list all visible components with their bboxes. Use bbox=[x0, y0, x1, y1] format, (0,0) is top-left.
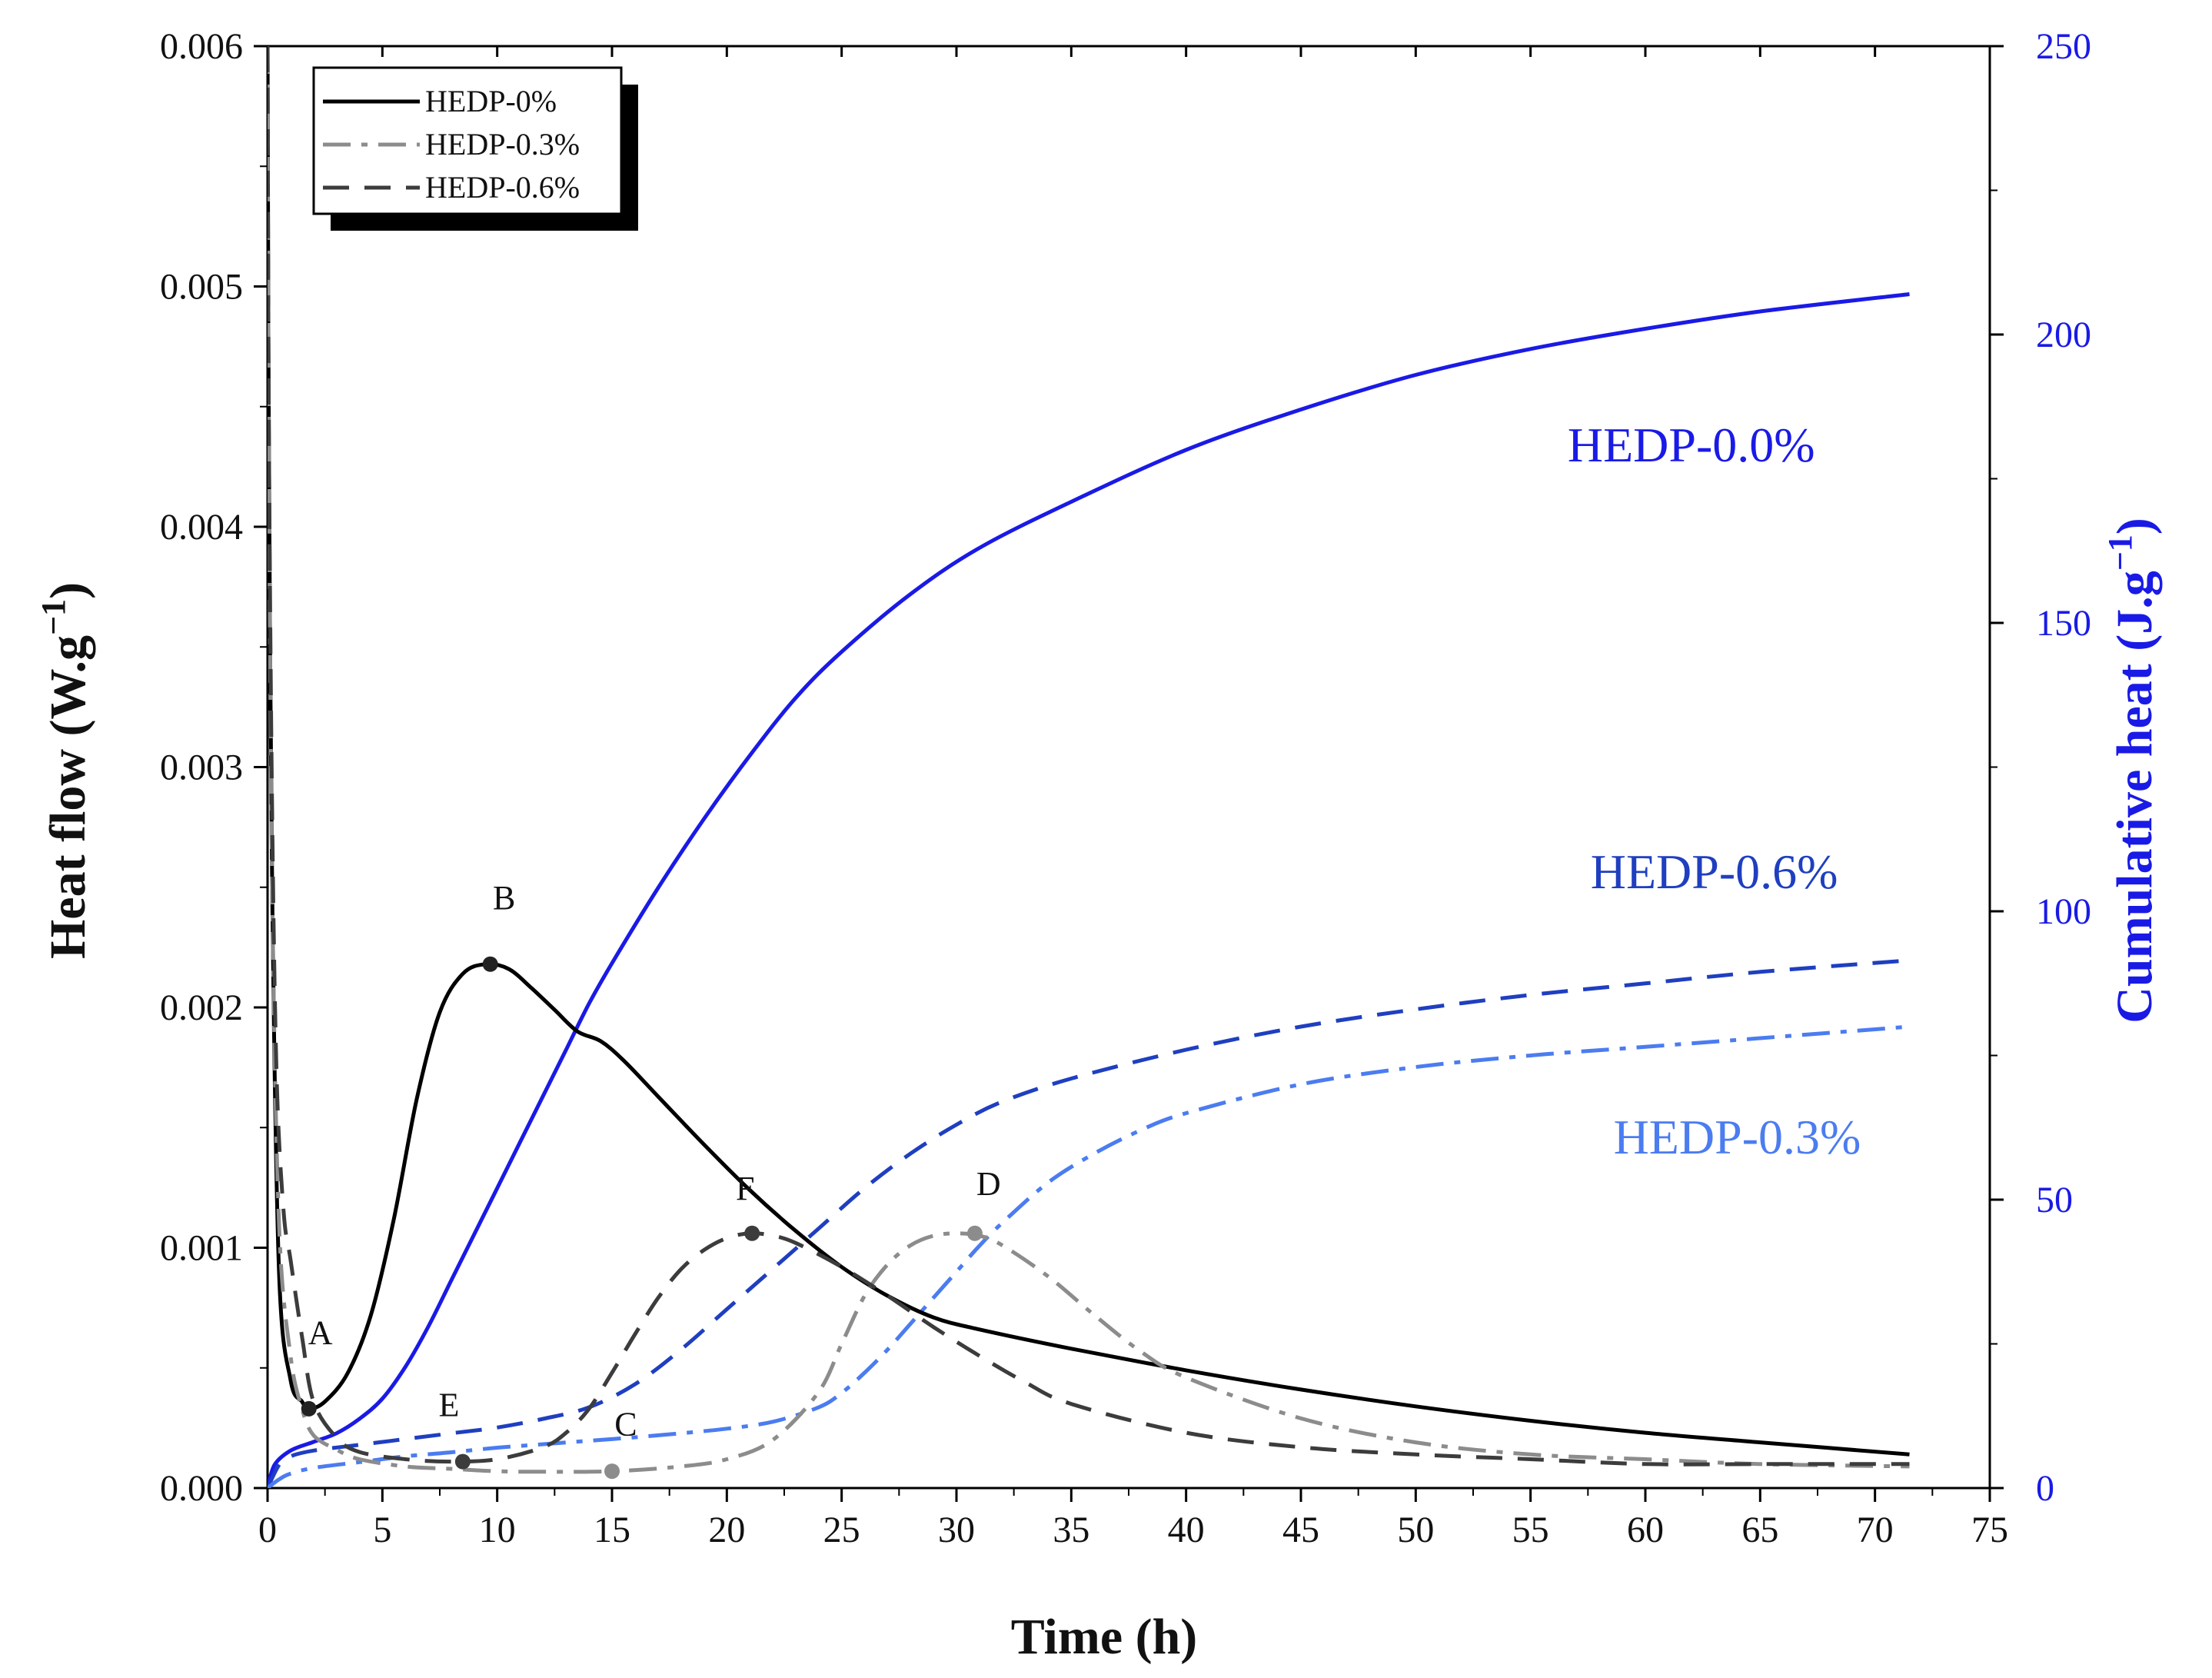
cumulative-line-hedp-0-0- bbox=[268, 292, 1910, 1488]
y-right-tick-label-150: 150 bbox=[2036, 603, 2091, 644]
x-tick-label-35: 35 bbox=[1053, 1510, 1089, 1550]
x-tick-label-30: 30 bbox=[938, 1510, 975, 1550]
legend-label-hedp-0-3-: HEDP-0.3% bbox=[425, 127, 580, 161]
point-label-d: D bbox=[976, 1165, 1001, 1203]
point-marker-c bbox=[604, 1463, 620, 1480]
point-marker-d bbox=[966, 1225, 983, 1241]
x-tick-label-75: 75 bbox=[1971, 1510, 2008, 1550]
heat-flow-line-hedp-0- bbox=[268, 46, 1910, 1457]
y-left-axis-title-end: ) bbox=[40, 582, 96, 599]
series-label-hedp-0-3-: HEDP-0.3% bbox=[1614, 1110, 1861, 1164]
heat-flow-line-hedp-0-3- bbox=[268, 46, 1910, 1474]
y-right-tick-label-0: 0 bbox=[2036, 1468, 2054, 1509]
cumulative-line-hedp-0-6- bbox=[268, 958, 1910, 1488]
y-left-tick-label-0.005: 0.005 bbox=[160, 267, 243, 308]
y-left-tick-label-0.006: 0.006 bbox=[160, 26, 243, 67]
x-tick-label-40: 40 bbox=[1168, 1510, 1205, 1550]
x-tick-label-60: 60 bbox=[1627, 1510, 1664, 1550]
point-marker-a bbox=[301, 1400, 317, 1417]
y-left-axis-title-main: Heat flow (W.g bbox=[40, 635, 96, 959]
x-tick-label-50: 50 bbox=[1397, 1510, 1434, 1550]
legend-label-hedp-0-: HEDP-0% bbox=[425, 84, 557, 118]
point-marker-e bbox=[454, 1453, 471, 1470]
y-left-axis-title: Heat flow (W.g−1) bbox=[35, 582, 96, 959]
x-tick-label-5: 5 bbox=[373, 1510, 391, 1550]
point-label-f: F bbox=[736, 1170, 754, 1207]
x-tick-label-0: 0 bbox=[258, 1510, 277, 1550]
legend-label-hedp-0-6-: HEDP-0.6% bbox=[425, 170, 580, 205]
x-tick-label-10: 10 bbox=[479, 1510, 516, 1550]
y-right-tick-label-100: 100 bbox=[2036, 891, 2091, 932]
x-tick-label-45: 45 bbox=[1282, 1510, 1319, 1550]
point-label-c: C bbox=[614, 1405, 637, 1443]
point-label-b: B bbox=[493, 879, 515, 917]
point-label-e: E bbox=[439, 1386, 460, 1423]
y-right-axis-title-main: Cumulative heat (J.g bbox=[2107, 571, 2163, 1023]
x-tick-label-25: 25 bbox=[823, 1510, 860, 1550]
x-axis-title: Time (h) bbox=[1011, 1609, 1198, 1665]
plot-layer: 0 5 10 15 20 25 30 35 40 45 50 55 60 65 70 75 0.000 0.001… bbox=[160, 26, 2091, 1550]
series-label-hedp-0-6-: HEDP-0.6% bbox=[1591, 844, 1838, 899]
y-right-axis-title: Cumulative heat (J.g−1) bbox=[2101, 518, 2163, 1024]
x-tick-label-15: 15 bbox=[594, 1510, 630, 1550]
x-tick-label-65: 65 bbox=[1741, 1510, 1778, 1550]
heat-flow-line-hedp-0-6- bbox=[268, 46, 1910, 1467]
point-marker-b bbox=[482, 956, 498, 972]
y-left-tick-label-0.003: 0.003 bbox=[160, 747, 243, 788]
legend: HEDP-0% HEDP-0.3% HEDP-0.6% bbox=[312, 66, 638, 231]
point-marker-f bbox=[744, 1225, 760, 1241]
y-right-axis-title-sup: −1 bbox=[2101, 534, 2139, 571]
y-left-tick-label-0.000: 0.000 bbox=[160, 1468, 243, 1509]
y-right-tick-label-200: 200 bbox=[2036, 315, 2091, 355]
point-label-a: A bbox=[308, 1314, 333, 1352]
x-tick-label-20: 20 bbox=[708, 1510, 745, 1550]
x-tick-label-55: 55 bbox=[1512, 1510, 1549, 1550]
y-left-axis-title-sup: −1 bbox=[35, 599, 72, 635]
y-right-tick-label-250: 250 bbox=[2036, 26, 2091, 67]
x-tick-label-70: 70 bbox=[1857, 1510, 1894, 1550]
y-right-tick-label-50: 50 bbox=[2036, 1180, 2073, 1220]
y-right-axis-title-end: ) bbox=[2107, 518, 2163, 534]
y-left-tick-label-0.001: 0.001 bbox=[160, 1228, 243, 1269]
cumulative-line-hedp-0-3- bbox=[268, 1024, 1910, 1488]
y-left-tick-label-0.004: 0.004 bbox=[160, 507, 243, 548]
y-left-tick-label-0.002: 0.002 bbox=[160, 987, 243, 1028]
series-label-hedp-0-0-: HEDP-0.0% bbox=[1568, 418, 1815, 472]
